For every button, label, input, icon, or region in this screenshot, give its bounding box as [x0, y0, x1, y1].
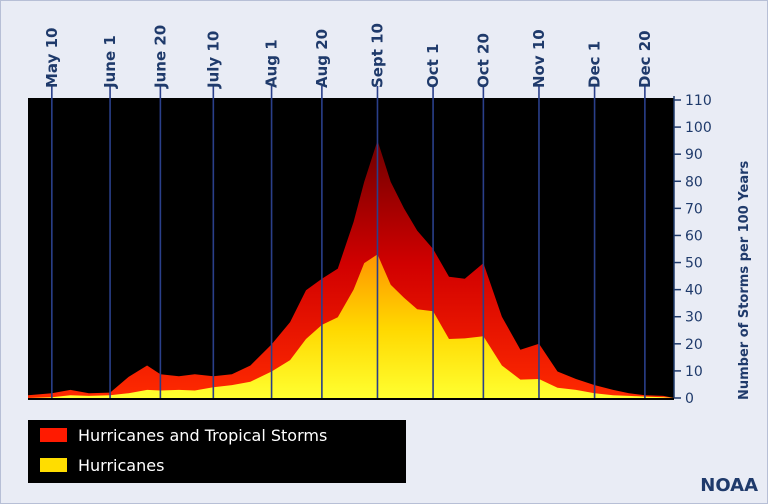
x-tick-label: Dec 20: [636, 30, 654, 88]
source-credit: NOAA: [700, 475, 758, 496]
legend-label-hurricanes: Hurricanes: [78, 456, 164, 475]
x-tick-label: June 20: [151, 25, 169, 89]
y-axis-title: Number of Storms per 100 Years: [737, 160, 752, 400]
x-tick-label: May 10: [43, 28, 61, 88]
x-tick-label: Nov 10: [530, 29, 548, 88]
y-tick-label: 80: [685, 174, 703, 190]
legend-label-storms: Hurricanes and Tropical Storms: [78, 426, 327, 445]
x-tick-label: July 10: [204, 31, 222, 89]
y-tick-label: 60: [685, 228, 703, 244]
y-tick-label: 90: [685, 147, 703, 163]
legend-swatch-hurricanes: [40, 458, 67, 472]
y-tick-label: 70: [685, 201, 703, 217]
y-tick-label: 40: [685, 283, 703, 299]
area-hurricanes-and-tropical-storms: [28, 140, 674, 398]
x-tick-label: Dec 1: [586, 41, 604, 88]
y-tick-label: 100: [685, 120, 712, 136]
y-tick-label: 20: [685, 337, 703, 353]
y-tick-label: 50: [685, 256, 703, 272]
x-tick-label: Aug 1: [263, 39, 281, 88]
x-tick-label: June 1: [101, 35, 119, 89]
x-tick-label: Sept 10: [369, 23, 387, 88]
area-hurricanes: [28, 254, 674, 398]
y-tick-label: 30: [685, 310, 703, 326]
x-tick-label: Oct 20: [474, 33, 492, 88]
x-tick-label: Aug 20: [313, 29, 331, 88]
legend-swatch-storms: [40, 428, 67, 442]
y-tick-label: 0: [685, 391, 694, 407]
y-tick-label: 10: [685, 364, 703, 380]
legend: [28, 420, 406, 483]
x-tick-label: Oct 1: [424, 44, 442, 88]
y-tick-label: 110: [685, 93, 712, 109]
